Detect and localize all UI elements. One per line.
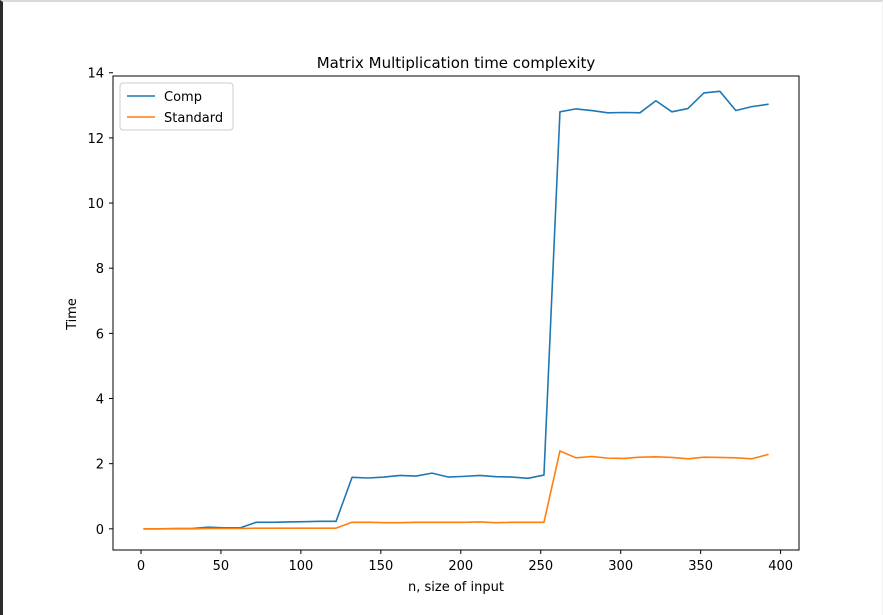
y-tick-label: 0 bbox=[96, 523, 104, 538]
y-tick-label: 4 bbox=[96, 393, 104, 408]
plot-area: 0 50 100 150 200 250 300 350 400 0 2 4 6 8 10 12 14 bbox=[87, 67, 800, 574]
series-line-comp bbox=[143, 90, 769, 530]
y-tick-label: 10 bbox=[87, 197, 104, 212]
y-tick-label: 6 bbox=[96, 327, 104, 342]
x-tick-label: 350 bbox=[688, 559, 713, 574]
legend-label-comp: Comp bbox=[164, 90, 202, 105]
y-axis-label: Time bbox=[65, 298, 80, 331]
y-tick-label: 12 bbox=[87, 132, 104, 147]
x-tick-label: 300 bbox=[608, 559, 633, 574]
y-tick-label: 14 bbox=[87, 67, 104, 82]
series-line-standard bbox=[143, 450, 769, 530]
legend-label-standard: Standard bbox=[164, 111, 223, 126]
x-tick-label: 100 bbox=[288, 559, 313, 574]
legend: Comp Standard bbox=[119, 82, 234, 131]
y-tick-label: 2 bbox=[96, 458, 104, 473]
x-tick-label: 200 bbox=[448, 559, 473, 574]
x-tick-label: 0 bbox=[137, 559, 145, 574]
x-tick-label: 150 bbox=[368, 559, 393, 574]
x-tick-label: 250 bbox=[528, 559, 553, 574]
y-tick-label: 8 bbox=[96, 262, 104, 277]
axes-frame bbox=[112, 75, 800, 551]
x-tick-label: 50 bbox=[213, 559, 230, 574]
x-tick-label: 400 bbox=[768, 559, 793, 574]
x-axis-label: n, size of input bbox=[408, 580, 504, 595]
legend-box bbox=[119, 82, 234, 131]
chart-title: Matrix Multiplication time complexity bbox=[317, 54, 596, 72]
